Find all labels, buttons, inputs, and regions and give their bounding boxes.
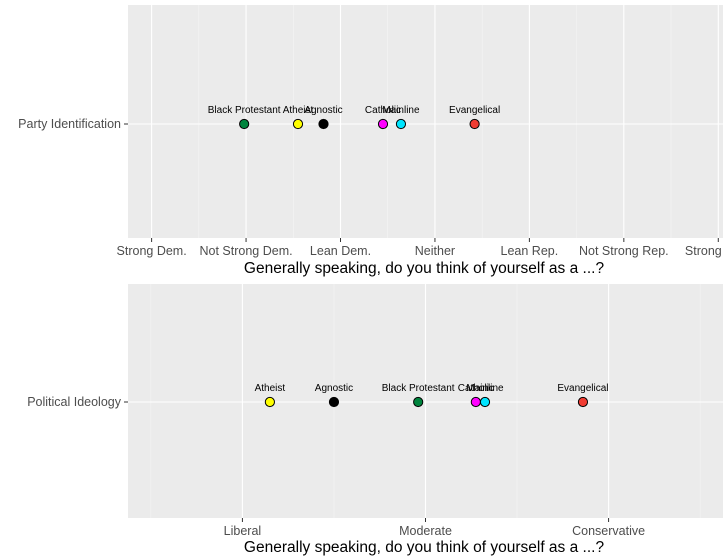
point-label: Catholic <box>365 105 401 116</box>
y-axis: Political Ideology <box>27 395 128 409</box>
point-label: Agnostic <box>304 105 342 116</box>
point-label: Evangelical <box>449 105 500 116</box>
x-tick-label: Strong Rep. <box>685 244 723 258</box>
data-point <box>413 396 424 408</box>
party-identification-chart: Strong Dem. Not Strong Dem. Lean Dem. Neith… <box>18 5 723 277</box>
x-tick-label: Moderate <box>399 524 452 538</box>
point-label: Black Protestant <box>208 105 281 116</box>
x-ticks: Liberal Moderate Conservative <box>224 518 645 538</box>
data-points: Atheist Agnostic Black Protestant CatholicM… <box>255 383 609 408</box>
point-label: Black Protestant <box>382 383 455 394</box>
data-point <box>318 118 329 130</box>
y-tick-label: Political Ideology <box>27 395 122 409</box>
x-tick-label: Liberal <box>224 524 262 538</box>
point-label: Mainline <box>466 383 504 394</box>
data-point <box>239 118 250 130</box>
data-point <box>264 396 275 408</box>
x-axis-title: Generally speaking, do you think of your… <box>244 539 605 556</box>
x-tick-label: Lean Rep. <box>501 244 559 258</box>
point-label: Catholic <box>458 383 494 394</box>
data-point <box>328 396 340 408</box>
data-point <box>395 118 407 130</box>
x-tick-label: Lean Dem. <box>310 244 371 258</box>
grid-lines <box>128 5 723 238</box>
point-label: Atheist <box>283 105 314 116</box>
y-axis: Party Identification <box>18 117 128 131</box>
x-ticks: Strong Dem. Not Strong Dem. Lean Dem. Neith… <box>117 238 723 258</box>
data-point <box>577 396 589 408</box>
data-point <box>377 118 389 130</box>
data-point <box>292 118 304 130</box>
x-tick-label: Not Strong Dem. <box>200 244 293 258</box>
panel-background <box>128 5 723 238</box>
x-tick-label: Not Strong Rep. <box>579 244 669 258</box>
x-tick-label: Strong Dem. <box>117 244 187 258</box>
data-point <box>470 396 481 408</box>
y-tick-label: Party Identification <box>18 117 121 131</box>
political-ideology-chart: Liberal Moderate Conservative Political Id… <box>27 284 723 556</box>
x-tick-label: Neither <box>415 244 455 258</box>
data-point <box>479 396 491 408</box>
point-label: Evangelical <box>557 383 608 394</box>
x-tick-label: Conservative <box>572 524 645 538</box>
data-point <box>469 118 480 130</box>
x-axis-title: Generally speaking, do you think of your… <box>244 260 605 277</box>
point-label: Atheist <box>255 383 286 394</box>
point-label: Agnostic <box>315 383 353 394</box>
point-label: Mainline <box>382 105 420 116</box>
